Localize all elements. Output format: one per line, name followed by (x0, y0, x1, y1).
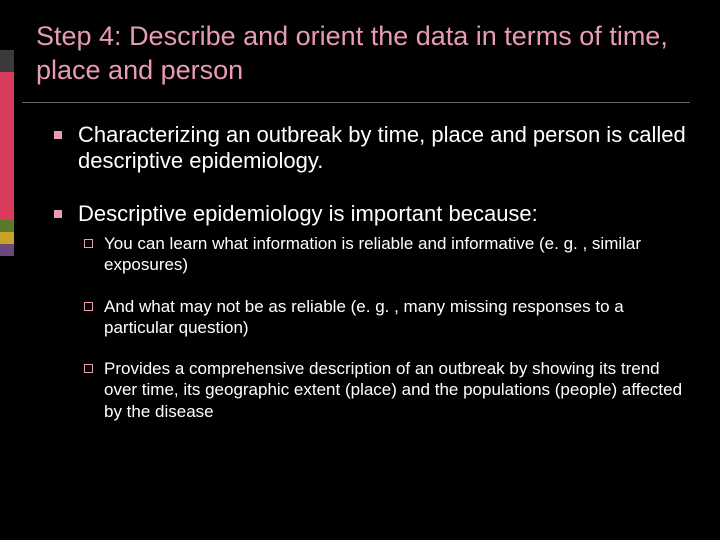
accent-segment (0, 232, 14, 244)
main-bullet: Characterizing an outbreak by time, plac… (50, 122, 690, 175)
accent-bar (0, 50, 14, 256)
main-bullet: Descriptive epidemiology is important be… (50, 201, 690, 422)
title-box: Step 4: Describe and orient the data in … (22, 12, 690, 103)
sub-bullet-text: And what may not be as reliable (e. g. ,… (104, 297, 624, 337)
sub-bullet: You can learn what information is reliab… (78, 233, 690, 276)
sub-bullet-text: Provides a comprehensive description of … (104, 359, 682, 421)
main-bullet-text: Characterizing an outbreak by time, plac… (78, 122, 686, 173)
accent-segment (0, 220, 14, 232)
sub-bullet-text: You can learn what information is reliab… (104, 234, 641, 274)
sub-bullet-list: You can learn what information is reliab… (78, 233, 690, 422)
accent-segment (0, 72, 14, 220)
sub-bullet: Provides a comprehensive description of … (78, 358, 690, 422)
main-bullet-text: Descriptive epidemiology is important be… (78, 201, 538, 226)
sub-bullet: And what may not be as reliable (e. g. ,… (78, 296, 690, 339)
accent-segment (0, 50, 14, 72)
slide-content: Characterizing an outbreak by time, plac… (50, 122, 690, 448)
slide-title: Step 4: Describe and orient the data in … (36, 20, 676, 88)
accent-segment (0, 244, 14, 256)
main-bullet-list: Characterizing an outbreak by time, plac… (50, 122, 690, 422)
